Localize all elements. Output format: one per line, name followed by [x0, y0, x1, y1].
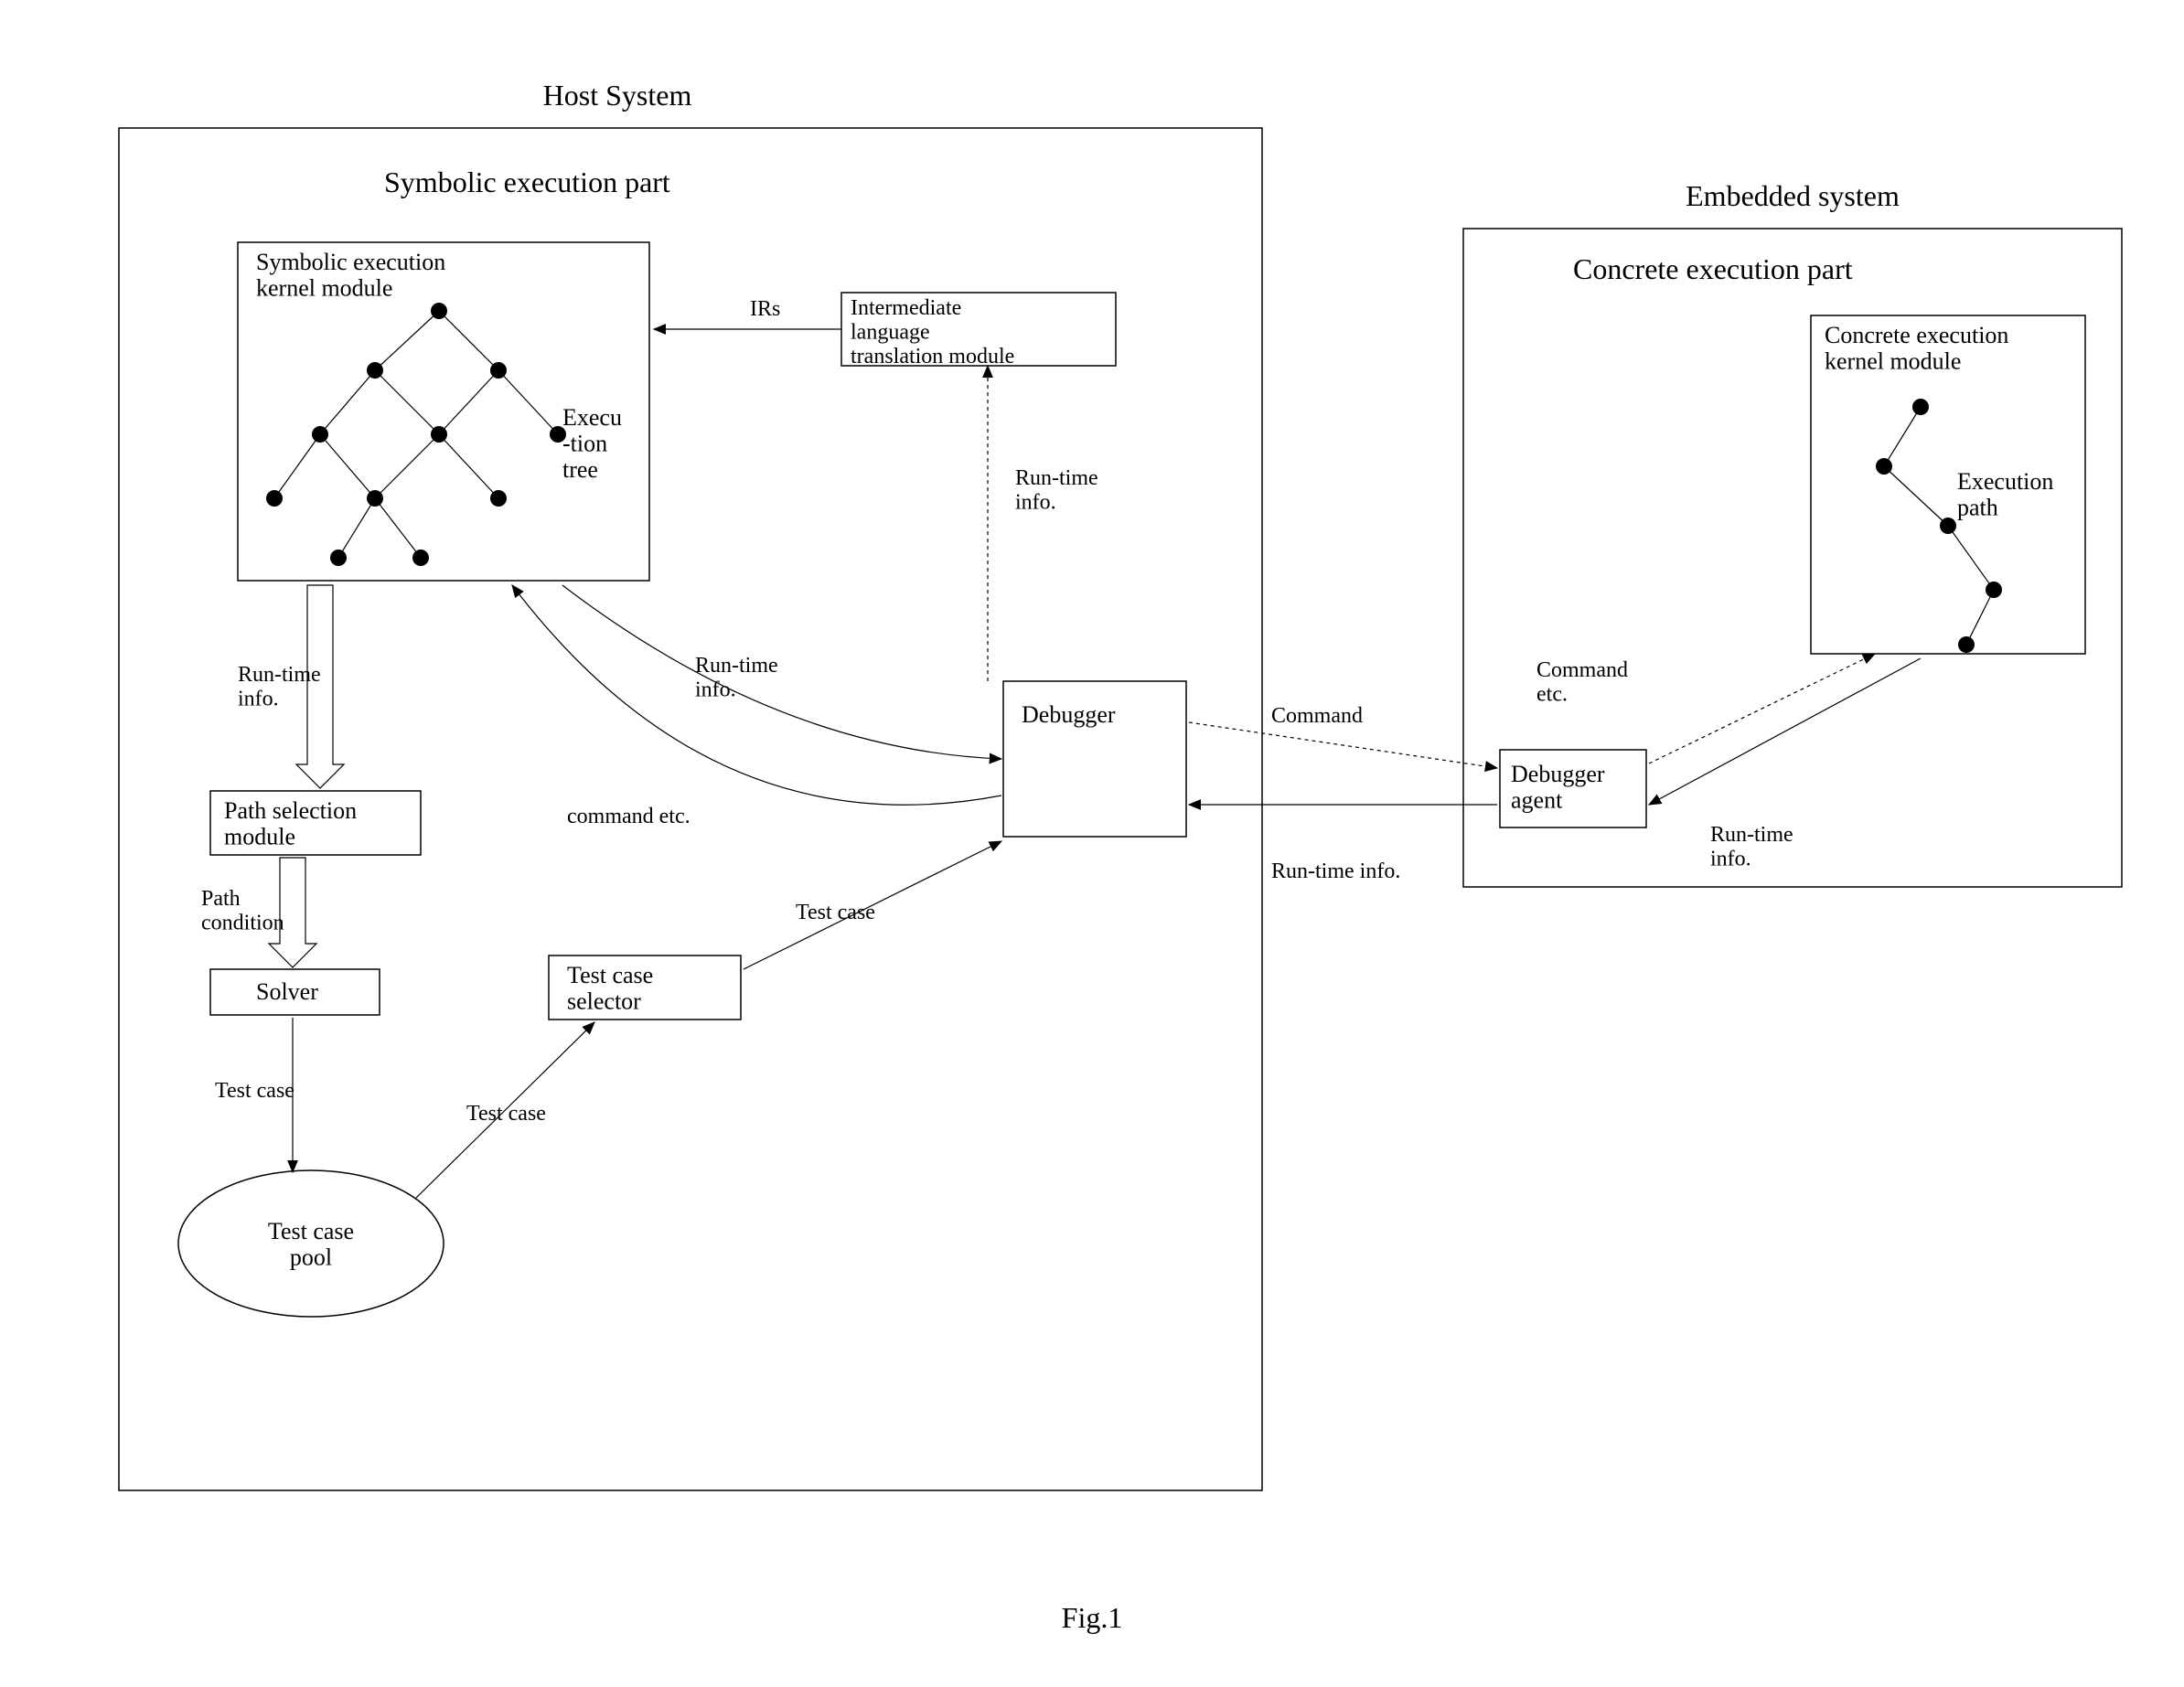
- svg-text:Run-timeinfo.: Run-timeinfo.: [1710, 823, 1793, 870]
- svg-text:Path selectionmodule: Path selectionmodule: [224, 797, 357, 850]
- svg-text:Intermediatelanguagetranslatio: Intermediatelanguagetranslation module: [851, 296, 1014, 368]
- svg-text:Concrete executionkernel modul: Concrete executionkernel module: [1825, 322, 2008, 375]
- svg-text:Symbolic execution part: Symbolic execution part: [384, 165, 670, 198]
- svg-text:Test case: Test case: [215, 1079, 294, 1103]
- svg-text:Execu-tiontree: Execu-tiontree: [562, 404, 622, 483]
- svg-text:Test case: Test case: [466, 1102, 546, 1126]
- svg-text:Embedded system: Embedded system: [1686, 179, 1900, 212]
- architecture-diagram: Host System Symbolic execution part Symbol…: [0, 0, 2184, 1687]
- svg-text:Debuggeragent: Debuggeragent: [1511, 761, 1605, 814]
- svg-text:Executionpath: Executionpath: [1957, 468, 2053, 521]
- svg-text:Run-timeinfo.: Run-timeinfo.: [1015, 466, 1098, 514]
- svg-text:Test case: Test case: [796, 901, 875, 924]
- svg-text:Run-timeinfo.: Run-timeinfo.: [695, 654, 778, 701]
- svg-text:Symbolic executionkernel modul: Symbolic executionkernel module: [256, 249, 445, 302]
- svg-text:Concrete execution part: Concrete execution part: [1573, 252, 1853, 285]
- svg-text:Test caseselector: Test caseselector: [567, 962, 653, 1015]
- svg-text:Test casepool: Test casepool: [268, 1218, 354, 1271]
- svg-text:Commandetc.: Commandetc.: [1536, 658, 1628, 706]
- svg-text:IRs: IRs: [750, 297, 780, 321]
- svg-text:command etc.: command etc.: [567, 805, 691, 828]
- svg-text:Debugger: Debugger: [1022, 701, 1116, 728]
- svg-text:Fig.1: Fig.1: [1062, 1601, 1123, 1634]
- svg-text:Run-time info.: Run-time info.: [1271, 860, 1400, 883]
- svg-text:Command: Command: [1271, 704, 1363, 728]
- svg-text:Solver: Solver: [256, 978, 318, 1005]
- svg-text:Host System: Host System: [543, 79, 692, 112]
- svg-text:Pathcondition: Pathcondition: [201, 887, 284, 934]
